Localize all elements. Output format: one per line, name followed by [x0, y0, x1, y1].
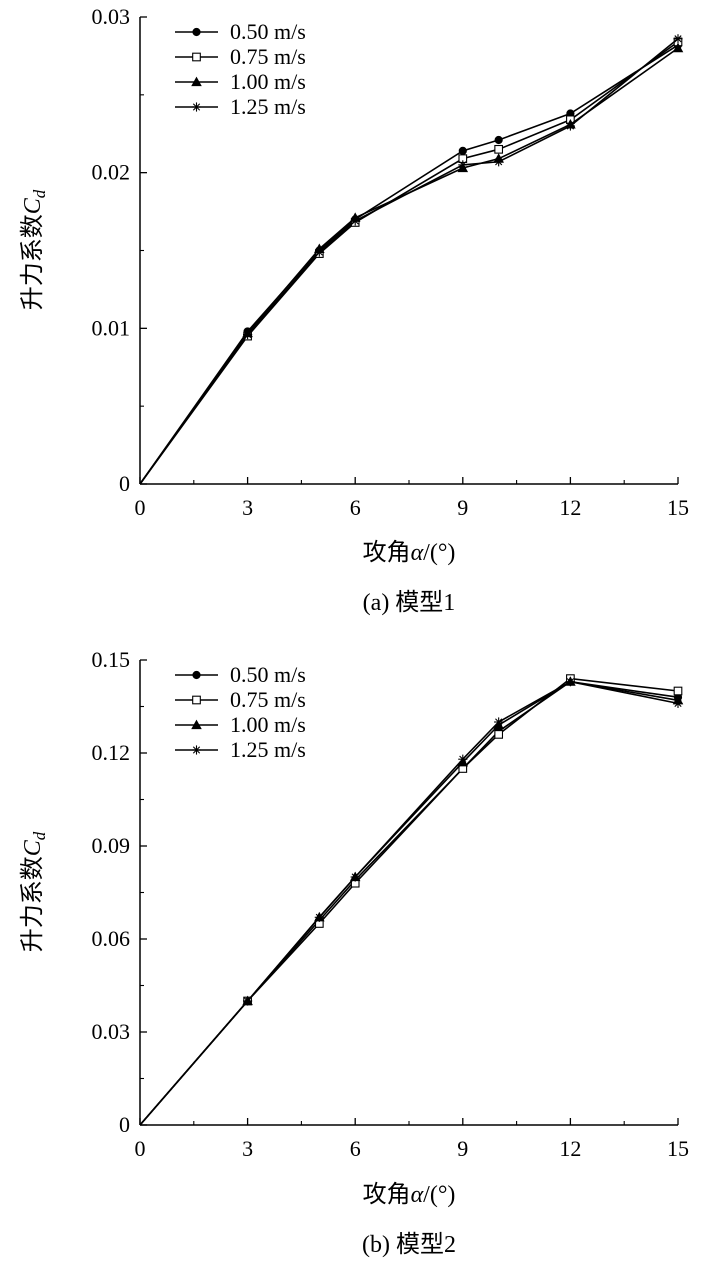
x-axis-title: 攻角α/(°): [363, 539, 456, 566]
axes: [139, 660, 678, 1126]
data-point: [672, 42, 684, 53]
legend-item: 0.75 m/s: [175, 687, 306, 712]
series-1-00-m-s: [139, 42, 684, 485]
data-point: [565, 121, 575, 131]
x-tick-label: 15: [667, 495, 689, 520]
legend-label: 1.25 m/s: [230, 737, 306, 762]
series-line: [139, 680, 679, 1126]
data-point: [458, 754, 468, 764]
series-0-50-m-s: [139, 40, 683, 485]
x-tick-label: 0: [135, 1136, 146, 1161]
y-tick-label: 0.03: [92, 4, 131, 29]
data-point: [673, 698, 683, 708]
series-line: [139, 680, 679, 1126]
series-0-75-m-s: [139, 674, 683, 1126]
legend-label: 0.50 m/s: [230, 19, 306, 44]
x-tick-label: 3: [242, 1136, 253, 1161]
series-group: [139, 674, 684, 1126]
x-tick-label: 9: [457, 495, 468, 520]
x-tick-label: 12: [559, 1136, 581, 1161]
data-point: [494, 717, 504, 727]
y-tick-label: 0.02: [92, 160, 131, 185]
y-tick-label: 0: [119, 471, 130, 496]
axes: [139, 17, 678, 485]
legend-marker: [191, 745, 202, 755]
legend-marker: [192, 695, 201, 705]
series-line: [139, 41, 679, 485]
legend-marker: [192, 52, 201, 62]
series-0-75-m-s: [139, 37, 683, 485]
legend-label: 1.00 m/s: [230, 69, 306, 94]
legend-item: 1.25 m/s: [175, 94, 306, 119]
chart-caption: (b) 模型2: [362, 1231, 456, 1258]
data-point: [494, 135, 503, 145]
data-point: [350, 216, 360, 226]
series-1-25-m-s: [139, 677, 683, 1126]
data-point: [458, 146, 467, 155]
data-point: [494, 157, 504, 167]
data-point: [494, 730, 504, 739]
legend-item: 1.00 m/s: [175, 69, 306, 94]
legend-label: 1.00 m/s: [230, 712, 306, 737]
y-axis-title: 升力系数Cd: [19, 189, 49, 310]
series-line: [139, 47, 679, 485]
legend-label: 0.50 m/s: [230, 662, 306, 687]
data-point: [673, 686, 683, 696]
x-tick-label: 6: [350, 1136, 361, 1161]
legend-item: 0.50 m/s: [175, 19, 306, 44]
series-line: [139, 680, 679, 1126]
x-tick-label: 9: [457, 1136, 468, 1161]
data-point: [565, 677, 575, 687]
legend: 0.50 m/s0.75 m/s1.00 m/s1.25 m/s: [175, 19, 306, 119]
data-point: [314, 912, 324, 922]
x-tick-label: 15: [667, 1136, 689, 1161]
series-1-00-m-s: [139, 676, 684, 1126]
data-point: [243, 329, 253, 340]
legend-item: 1.00 m/s: [175, 712, 306, 737]
x-tick-label: 3: [242, 495, 253, 520]
legend-label: 1.25 m/s: [230, 94, 306, 119]
legend-marker: [191, 76, 202, 87]
chart-model-2: 0 0.03 0.06 0.09 0.12 0.15 0 3 6 9 12 15 0.50 m/s0.…: [19, 647, 689, 1258]
chart-model-1: 00.010.020.030 3 6 9 12 15 0.50 m/s0.75 m/s1.…: [19, 4, 689, 616]
y-tick-label: 0.15: [92, 647, 131, 672]
series-group: [139, 34, 684, 485]
series-0-50-m-s: [139, 677, 683, 1126]
series-line: [139, 38, 679, 485]
legend-item: 0.50 m/s: [175, 662, 306, 687]
x-tick-label: 6: [350, 495, 361, 520]
data-point: [673, 34, 683, 44]
y-tick-label: 0: [119, 1112, 130, 1137]
series-line: [139, 44, 679, 485]
legend-item: 1.25 m/s: [175, 737, 306, 762]
legend-marker: [192, 670, 201, 680]
y-tick-label: 0.03: [92, 1019, 131, 1044]
chart-caption: (a) 模型1: [363, 589, 456, 616]
data-point: [243, 996, 253, 1006]
x-tick-label: 12: [559, 495, 581, 520]
y-tick-label: 0.09: [92, 833, 131, 858]
data-point: [494, 144, 504, 154]
legend-item: 0.75 m/s: [175, 44, 306, 69]
data-point: [458, 160, 468, 170]
data-point: [350, 872, 360, 882]
legend-label: 0.75 m/s: [230, 44, 306, 69]
y-tick-label: 0.12: [92, 740, 131, 765]
x-axis-title: 攻角α/(°): [363, 1181, 456, 1208]
ticks: 0 0.03 0.06 0.09 0.12 0.15 0 3 6 9 12 15: [92, 647, 690, 1161]
series-1-25-m-s: [139, 34, 683, 485]
y-axis-title: 升力系数Cd: [19, 831, 49, 952]
series-line: [139, 677, 679, 1126]
legend: 0.50 m/s0.75 m/s1.00 m/s1.25 m/s: [175, 662, 306, 762]
legend-marker: [191, 719, 202, 730]
legend-label: 0.75 m/s: [230, 687, 306, 712]
y-tick-label: 0.01: [92, 315, 131, 340]
legend-marker: [192, 27, 201, 37]
y-tick-label: 0.06: [92, 926, 131, 951]
legend-marker: [191, 102, 202, 112]
ticks: 0 0.01 0.02 0.03 0 3 6 9 12 15: [92, 4, 690, 520]
data-point: [314, 247, 324, 257]
x-tick-label: 0: [135, 495, 146, 520]
